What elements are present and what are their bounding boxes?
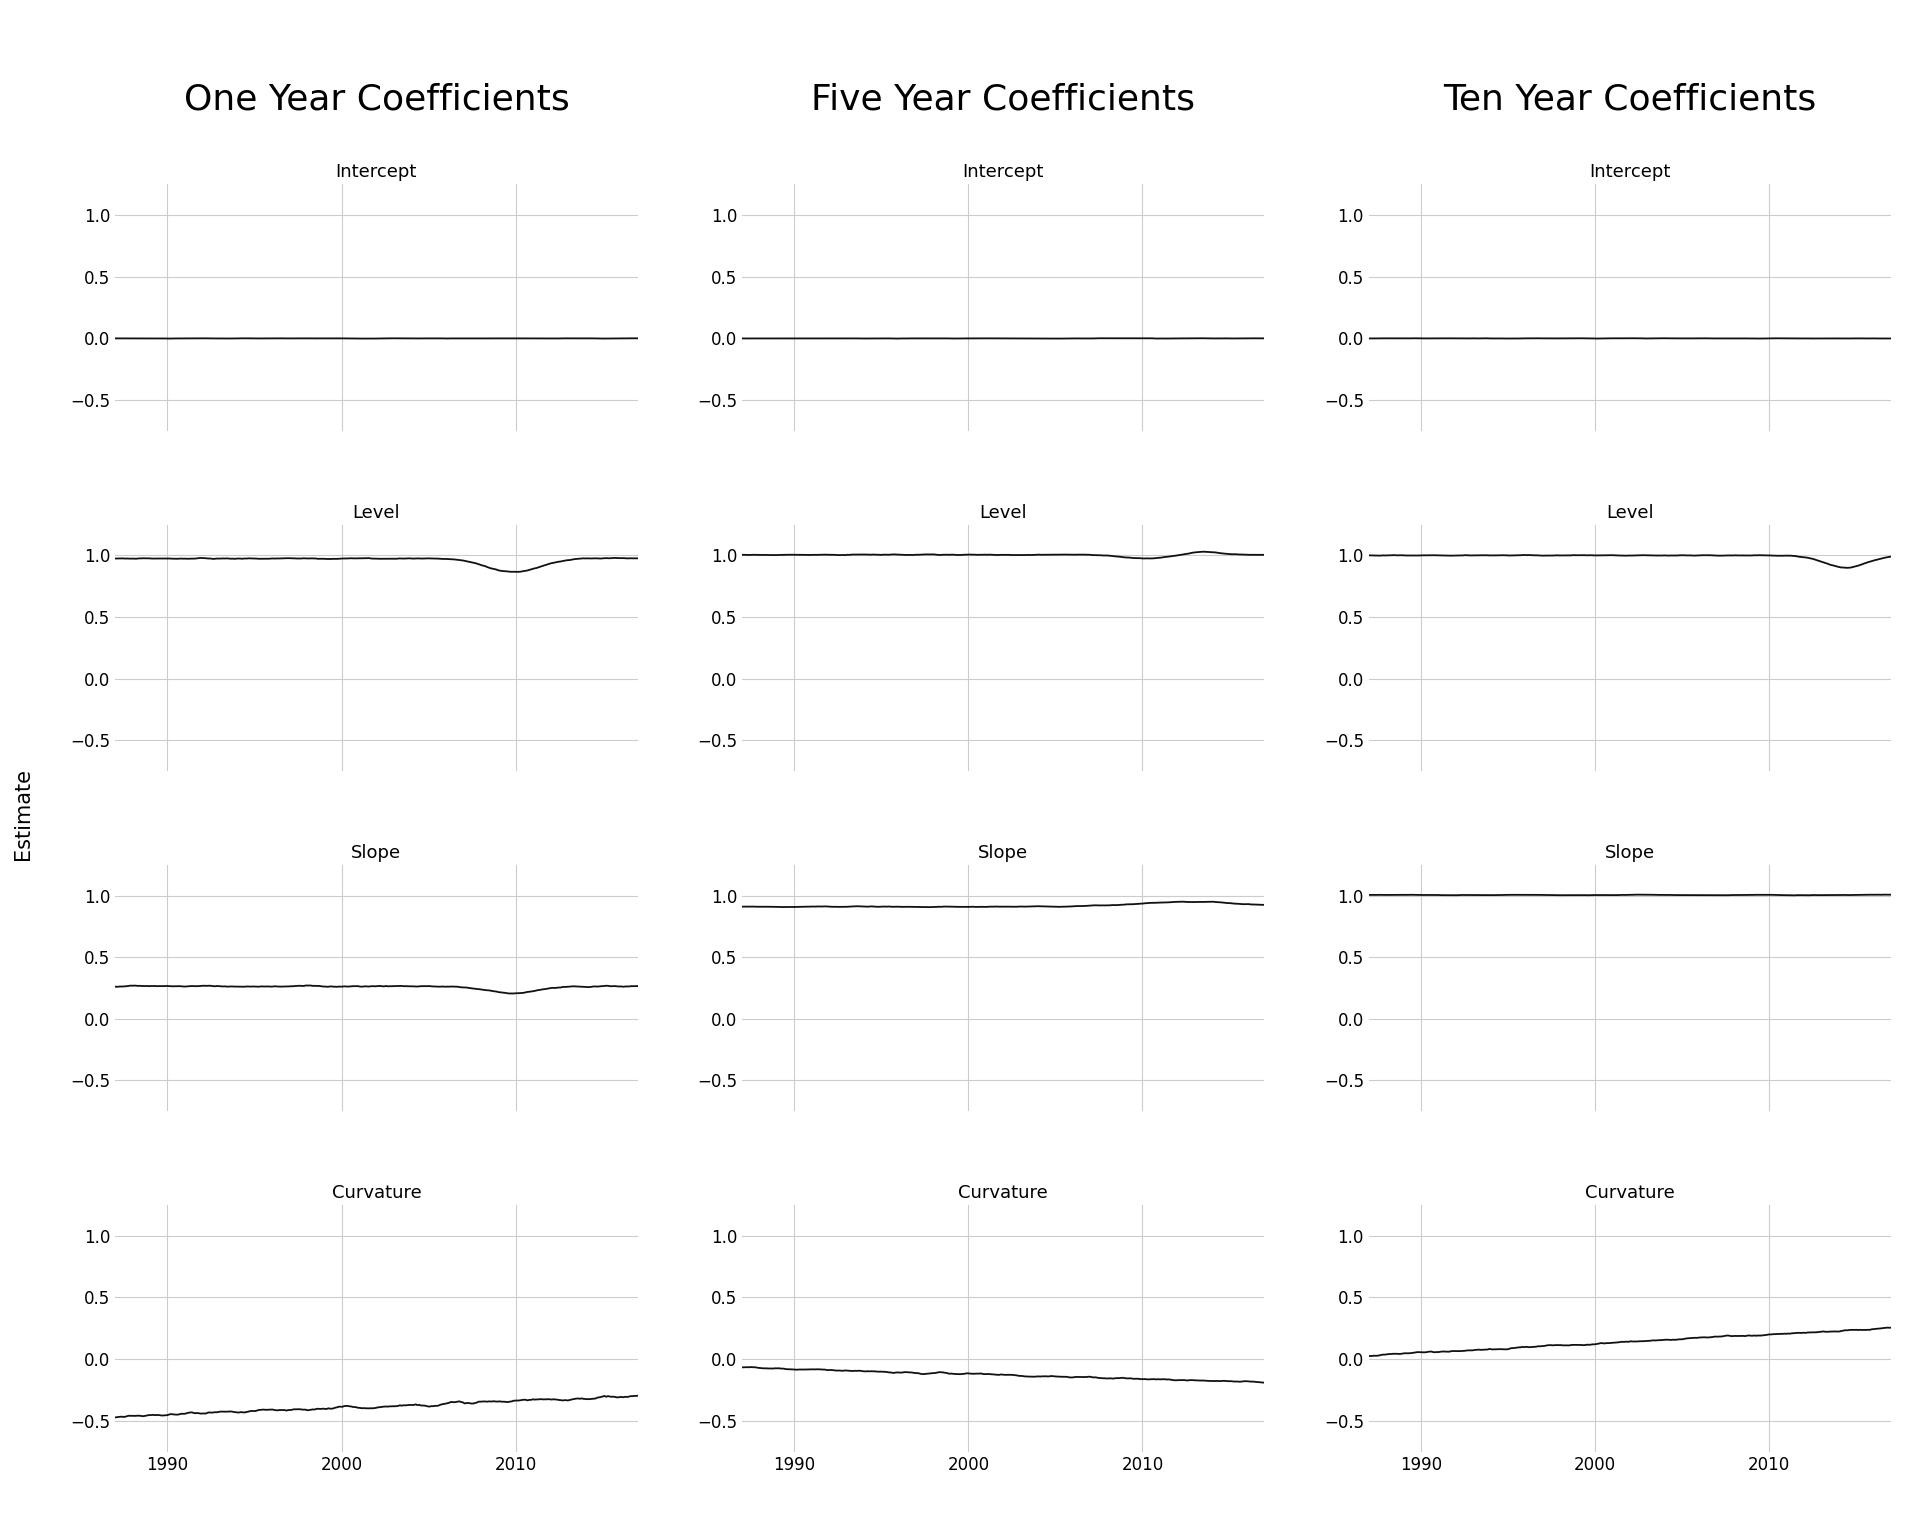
Title: Slope: Slope: [351, 843, 401, 862]
Title: Level: Level: [979, 504, 1027, 522]
Title: Intercept: Intercept: [1590, 163, 1670, 181]
Title: Curvature: Curvature: [332, 1184, 420, 1203]
Title: Slope: Slope: [1605, 843, 1655, 862]
Title: Curvature: Curvature: [1586, 1184, 1674, 1203]
Title: Intercept: Intercept: [336, 163, 417, 181]
Title: Level: Level: [1607, 504, 1653, 522]
Title: Level: Level: [353, 504, 399, 522]
Text: Estimate: Estimate: [13, 768, 33, 860]
Text: One Year Coefficients: One Year Coefficients: [184, 83, 568, 117]
Title: Intercept: Intercept: [962, 163, 1044, 181]
Title: Curvature: Curvature: [958, 1184, 1048, 1203]
Text: Ten Year Coefficients: Ten Year Coefficients: [1444, 83, 1816, 117]
Text: Five Year Coefficients: Five Year Coefficients: [812, 83, 1196, 117]
Title: Slope: Slope: [977, 843, 1029, 862]
